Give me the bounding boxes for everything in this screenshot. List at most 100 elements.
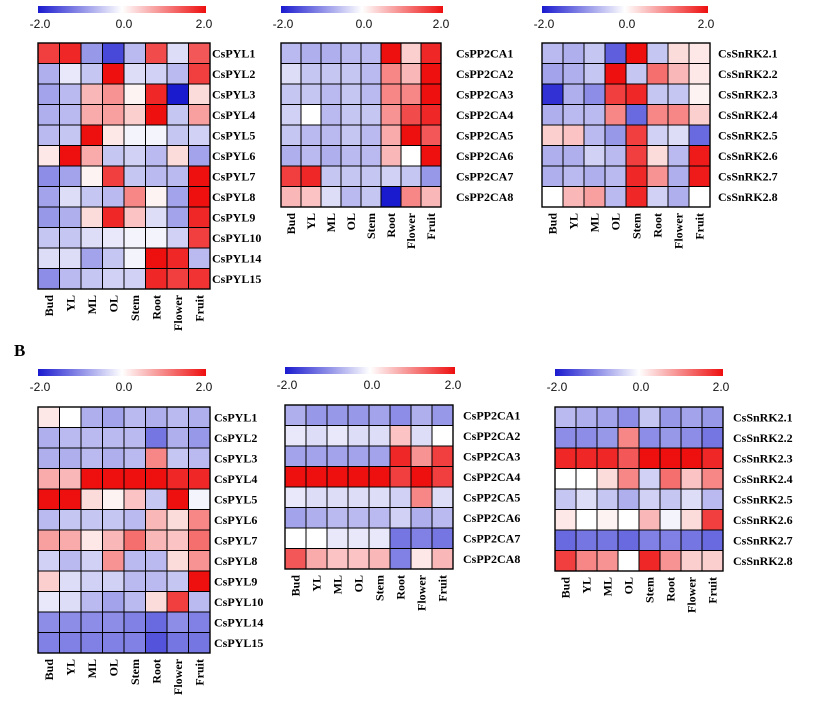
heatmap-cell: [166, 206, 189, 228]
heatmap-cell: [145, 611, 168, 633]
column-label: Fruit: [436, 575, 450, 602]
heatmap-cell: [680, 427, 703, 449]
heatmap-cell: [80, 165, 103, 187]
heatmap-cell: [326, 527, 349, 549]
heatmap-cell: [541, 124, 564, 146]
heatmap-cell: [102, 247, 125, 269]
heatmap-cell: [166, 427, 189, 449]
heatmap-cell: [59, 83, 82, 105]
row-label: CsPYL1: [214, 410, 257, 424]
heatmap-cell: [300, 83, 322, 105]
heatmap-cell: [80, 145, 103, 167]
heatmap-cell: [123, 83, 146, 105]
heatmap-border: [280, 42, 442, 208]
column-label: Stem: [643, 577, 657, 603]
heatmap-cell: [37, 468, 60, 490]
heatmap-border: [554, 406, 724, 572]
heatmap-cell: [583, 145, 606, 167]
heatmap-cell: [145, 529, 168, 551]
row-label: CsPP2CA3: [463, 449, 520, 463]
heatmap-cell: [320, 186, 342, 208]
colorbar-tick-label: 2.0: [196, 380, 213, 394]
heatmap-cell: [123, 427, 146, 449]
heatmap-cell: [80, 186, 103, 208]
column-label: Stem: [128, 295, 142, 321]
heatmap-cell: [659, 427, 682, 449]
colorbar-tick-label: 0.0: [116, 380, 133, 394]
heatmap-cell: [340, 104, 362, 126]
colorbar-tick-label: -2.0: [273, 17, 294, 31]
heatmap-cell: [400, 63, 422, 85]
colorbar-3: [542, 6, 708, 13]
heatmap-cell: [300, 63, 322, 85]
heatmap-cell: [431, 445, 454, 467]
heatmap-cell: [123, 186, 146, 208]
heatmap-cell: [37, 447, 60, 469]
row-label: CsSnRK2.2: [733, 431, 793, 445]
heatmap-cell: [604, 83, 627, 105]
colorbar-tick-label: 2.0: [433, 17, 450, 31]
heatmap-cell: [280, 165, 302, 187]
heatmap-border: [284, 404, 454, 570]
heatmap-cell: [59, 447, 82, 469]
heatmap-cell: [102, 83, 125, 105]
heatmap-cell: [188, 611, 211, 633]
heatmap-cell: [410, 466, 433, 488]
heatmap-cell: [326, 445, 349, 467]
heatmap-cell: [659, 550, 682, 572]
heatmap-cell: [347, 466, 370, 488]
heatmap-cell: [420, 124, 442, 146]
heatmap-cell: [123, 227, 146, 249]
heatmap-cell: [688, 186, 711, 208]
heatmap-cell: [123, 247, 146, 269]
heatmap-cell: [562, 165, 585, 187]
heatmap-cell: [280, 124, 302, 146]
heatmap-cell: [305, 425, 328, 447]
heatmap-cell: [575, 406, 598, 428]
heatmap-cell: [59, 124, 82, 146]
row-label: CsPYL8: [214, 554, 257, 568]
column-label: Fruit: [424, 213, 438, 240]
heatmap-cell: [102, 145, 125, 167]
heatmap-cell: [300, 42, 322, 64]
heatmap-cell: [123, 42, 146, 64]
heatmap-cell: [145, 124, 168, 146]
heatmap-cell: [604, 124, 627, 146]
heatmap-cell: [680, 488, 703, 510]
heatmap-cell: [701, 406, 724, 428]
column-label: Bud: [284, 213, 298, 235]
heatmap-cell: [188, 406, 211, 428]
column-label: OL: [622, 577, 636, 594]
row-label: CsPP2CA7: [463, 531, 520, 545]
heatmap-cell: [431, 466, 454, 488]
panel-label-b: B: [14, 341, 26, 360]
heatmap-cell: [59, 591, 82, 613]
heatmap-cell: [102, 591, 125, 613]
heatmap-cell: [59, 227, 82, 249]
heatmap-cell: [280, 83, 302, 105]
heatmap-cell: [305, 527, 328, 549]
heatmap-cell: [625, 63, 648, 85]
row-label: CsSnRK2.8: [718, 190, 778, 204]
colorbar-tick-label: -2.0: [30, 17, 51, 31]
heatmap-cell: [380, 165, 402, 187]
column-label: ML: [85, 659, 99, 678]
heatmap-cell: [583, 124, 606, 146]
heatmap-cell: [102, 227, 125, 249]
heatmap-cell: [80, 427, 103, 449]
heatmap-cell: [188, 145, 211, 167]
heatmap-cell: [400, 104, 422, 126]
heatmap-cell: [188, 124, 211, 146]
colorbar-2: [281, 6, 443, 13]
heatmap-cell: [659, 406, 682, 428]
heatmap-cell: [145, 268, 168, 290]
heatmap-cell: [166, 591, 189, 613]
heatmap-cell: [326, 548, 349, 570]
heatmap-cell: [145, 591, 168, 613]
heatmap-cell: [166, 632, 189, 654]
heatmap-cell: [123, 611, 146, 633]
heatmap-cell: [368, 404, 391, 426]
heatmap-cell: [123, 509, 146, 531]
heatmap-cell: [617, 488, 640, 510]
heatmap-cell: [688, 63, 711, 85]
